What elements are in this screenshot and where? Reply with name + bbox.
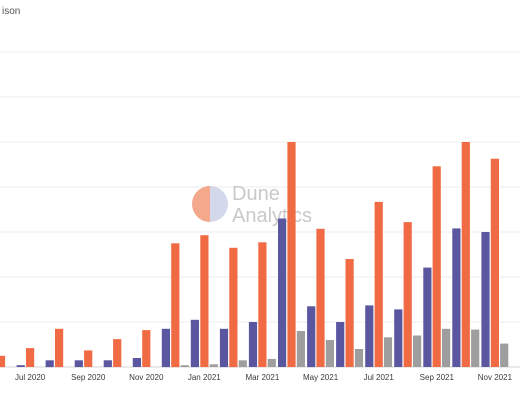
x-tick-label: Sep 2021 (420, 373, 455, 382)
bar-series-3-sep-2021[interactable] (442, 328, 451, 368)
bar-series-1-feb-2021[interactable] (219, 328, 229, 368)
bar-series-1-may-2021[interactable] (307, 306, 316, 368)
bar-series-3-aug-2021[interactable] (413, 335, 422, 368)
bar-series-2-nov-2021[interactable] (490, 158, 499, 367)
watermark-line-1: Dune (232, 183, 280, 205)
bars (0, 142, 509, 368)
bar-series-1-jul-2020[interactable] (16, 365, 25, 367)
bar-series-2-oct-2020[interactable] (113, 339, 122, 367)
bar-series-2-may-2021[interactable] (316, 228, 325, 367)
bar-series-3-nov-2021[interactable] (500, 343, 509, 367)
bar-series-2-oct-2021[interactable] (461, 142, 470, 367)
bar-series-1-jul-2021[interactable] (365, 305, 374, 367)
bar-series-3-may-2021[interactable] (325, 340, 334, 367)
bar-series-3-mar-2021[interactable] (267, 358, 276, 367)
bar-series-1-jan-2021[interactable] (190, 319, 199, 368)
bar-series-2-jul-2021[interactable] (374, 201, 383, 367)
bar-series-3-jul-2021[interactable] (383, 337, 393, 367)
bar-series-2-jan-2021[interactable] (200, 235, 209, 367)
bar-series-2-dec-2020[interactable] (171, 243, 180, 368)
x-tick-label: Mar 2021 (246, 373, 280, 382)
bar-series-1-mar-2021[interactable] (248, 322, 258, 367)
bar-series-2-feb-2021[interactable] (229, 247, 238, 368)
bar-series-1-nov-2020[interactable] (132, 358, 141, 367)
watermark-logo-half-icon (192, 186, 210, 222)
bar-series-1-sep-2021[interactable] (423, 267, 432, 367)
x-tick-label: Jan 2021 (188, 373, 221, 382)
bar-series-1-apr-2021[interactable] (278, 218, 287, 368)
x-tick-label: Sep 2020 (71, 373, 106, 382)
bar-series-1-jun-2021[interactable] (336, 322, 345, 367)
bar-series-2-aug-2021[interactable] (403, 222, 412, 367)
bar-series-1-dec-2020[interactable] (161, 328, 170, 368)
x-tick-label: Nov 2020 (129, 373, 164, 382)
watermark-line-2: Analytics (232, 205, 312, 227)
x-axis-tick-labels: Jul 2020 Sep 2020 Nov 2020 Jan 2021 Mar 2021… (15, 373, 513, 382)
bar-series-2-apr-2021[interactable] (287, 142, 296, 367)
bar-series-3-feb-2021[interactable] (238, 360, 247, 368)
chart-title: ison (2, 6, 21, 17)
x-tick-label: Jul 2021 (364, 373, 395, 382)
bar-series-1-aug-2021[interactable] (394, 309, 403, 367)
bar-series-3-jan-2021[interactable] (209, 364, 218, 367)
bar-series-2-nov-2020[interactable] (142, 330, 151, 367)
x-tick-label: Jul 2020 (15, 373, 46, 382)
bar-series-2-aug-2020[interactable] (55, 328, 64, 368)
bar-series-1-nov-2021[interactable] (481, 232, 490, 367)
bar-series-2-jul-2020[interactable] (26, 348, 35, 367)
bar-series-1-sep-2020[interactable] (74, 360, 83, 368)
bar-series-3-apr-2021[interactable] (296, 331, 305, 367)
bar-series-3-oct-2021[interactable] (471, 329, 480, 367)
bar-series-2-jun-2020[interactable] (0, 355, 6, 368)
bar-series-2-sep-2021[interactable] (432, 166, 441, 367)
bar-series-1-oct-2021[interactable] (452, 228, 461, 367)
bar-series-2-jun-2021[interactable] (345, 259, 354, 367)
bar-series-3-dec-2020[interactable] (180, 365, 189, 367)
bar-series-2-sep-2020[interactable] (84, 350, 93, 367)
x-tick-label: May 2021 (303, 373, 339, 382)
x-tick-label: Nov 2021 (478, 373, 513, 382)
bar-series-1-oct-2020[interactable] (103, 360, 112, 368)
bar-series-2-mar-2021[interactable] (258, 242, 267, 367)
bar-series-1-aug-2020[interactable] (45, 360, 54, 368)
bar-series-3-jun-2021[interactable] (354, 349, 364, 367)
